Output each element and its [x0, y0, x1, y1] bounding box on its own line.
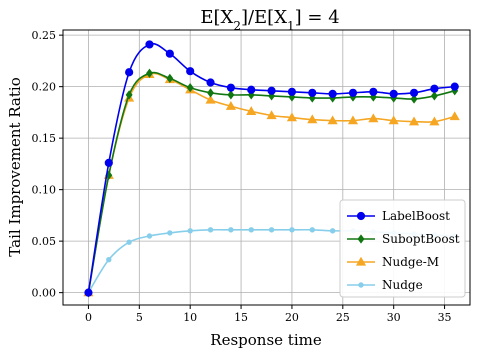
labelboost-point	[165, 49, 174, 58]
labelboost-point	[450, 82, 459, 91]
x-axis-label: Response time	[210, 331, 322, 349]
nudge-m-point	[429, 116, 440, 126]
legend-label: SuboptBoost	[382, 232, 460, 246]
nudge-point	[289, 227, 295, 233]
legend-label: Nudge-M	[382, 255, 439, 269]
labelboost-point	[369, 87, 378, 96]
labelboost-point	[409, 88, 419, 97]
plot-frame	[62, 29, 471, 306]
nudge-m-point	[225, 101, 236, 110]
nudge-point	[167, 230, 173, 236]
labelboost-point	[267, 86, 276, 95]
legend-item-nudge-m: Nudge-M	[347, 255, 439, 269]
nudge-m-point	[327, 115, 338, 125]
labelboost-point	[348, 88, 358, 97]
x-tick-label: 25	[336, 311, 350, 324]
y-tick-label: 0.10	[32, 184, 57, 197]
nudge-point	[228, 227, 234, 233]
suboptboost-point	[146, 68, 153, 78]
series-lines	[83, 40, 460, 298]
legend-item-nudge: Nudge	[347, 278, 423, 292]
series-labelboost	[84, 40, 459, 297]
y-tick-label: 0.25	[32, 29, 57, 42]
y-axis-label: Tail Improvement Ratio	[6, 77, 24, 256]
labelboost-point	[287, 87, 297, 96]
x-tick-label: 35	[438, 311, 452, 324]
suboptboost-point	[268, 91, 276, 101]
nudge-point	[309, 227, 315, 233]
legend: LabelBoost SuboptBoost Nudge-M Nudge	[339, 199, 466, 298]
labelboost-point	[308, 88, 317, 97]
legend-label: LabelBoost	[382, 209, 450, 223]
nudge-m-point	[266, 110, 277, 120]
nudge-point	[126, 239, 132, 245]
nudge-m-point	[246, 106, 257, 116]
x-tick-label: 15	[234, 311, 248, 324]
y-tick-label: 0.00	[32, 287, 57, 300]
legend-item-suboptboost: SuboptBoost	[347, 232, 460, 246]
suboptboost-point	[125, 90, 133, 100]
labelboost-point	[104, 158, 113, 167]
y-tick-label: 0.15	[32, 132, 57, 145]
y-tick-label: 0.20	[32, 81, 57, 94]
legend-marker	[358, 282, 364, 288]
labelboost-point	[247, 85, 256, 94]
labelboost-point	[125, 68, 134, 77]
nudge-point	[187, 228, 193, 234]
suboptboost-point	[369, 92, 377, 102]
nudge-m-point	[286, 112, 297, 122]
nudge-point	[106, 256, 112, 263]
nudge-point	[146, 233, 153, 239]
labelboost-point	[328, 89, 337, 98]
suboptboost-point	[410, 94, 418, 104]
labelboost-point	[430, 84, 439, 93]
chart-title: E[X2]/E[X1] = 4	[200, 7, 339, 33]
y-tick-label: 0.05	[32, 235, 57, 248]
legend-label: Nudge	[382, 278, 423, 292]
suboptboost-point	[227, 90, 235, 100]
labelboost-point	[145, 40, 154, 49]
nudge-m-point	[347, 115, 359, 125]
nudge-m-point	[408, 116, 420, 126]
labelboost-point	[226, 83, 235, 92]
nudge-point	[207, 227, 214, 233]
suboptboost-point	[207, 88, 215, 98]
nudge-point	[268, 227, 275, 233]
legend-box	[339, 199, 466, 298]
axis-ticks: 0 5 10 15 20 25 30 35 0.00 0.05 0.10 0.15 0.20 0.25	[32, 29, 452, 324]
x-tick-label: 0	[85, 311, 92, 324]
suboptboost-point	[166, 73, 174, 84]
suboptboost-point	[430, 91, 438, 101]
x-tick-label: 20	[285, 311, 299, 324]
nudge-m-point	[368, 113, 379, 123]
nudge-m-point	[449, 111, 460, 121]
nudge-m-point	[205, 94, 216, 104]
nudge-m-point	[388, 115, 399, 125]
nudge-point	[248, 227, 254, 233]
legend-marker	[357, 234, 365, 244]
labelboost-point	[389, 89, 398, 98]
x-tick-label: 10	[183, 311, 197, 324]
legend-item-labelboost: LabelBoost	[347, 209, 450, 223]
labelboost-point	[206, 78, 215, 87]
labelboost-point	[84, 288, 93, 297]
legend-marker	[356, 211, 366, 221]
suboptboost-point	[308, 93, 316, 103]
x-tick-label: 5	[136, 311, 143, 324]
nudge-point	[329, 228, 336, 234]
legend-marker	[355, 256, 367, 266]
grid	[63, 30, 470, 305]
suboptboost-point	[186, 83, 194, 93]
labelboost-point	[186, 67, 195, 76]
nudge-m-point	[307, 114, 318, 124]
x-tick-label: 30	[387, 311, 401, 324]
